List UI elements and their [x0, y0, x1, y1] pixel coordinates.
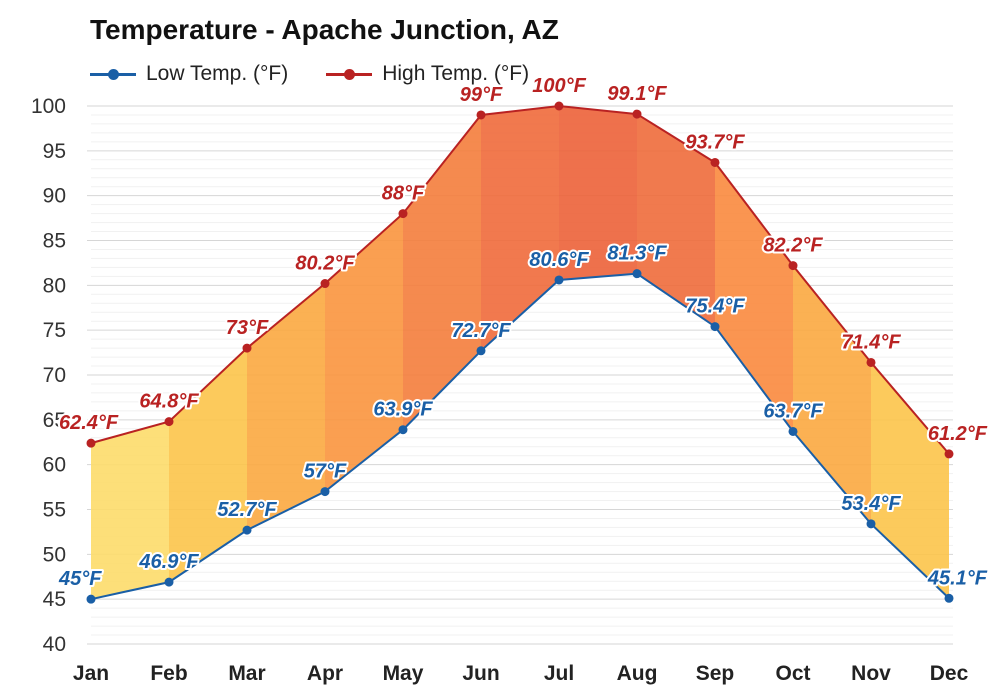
low-temp-label: 63.9°F	[373, 399, 433, 421]
legend-swatch-high	[326, 68, 373, 80]
legend-item-low[interactable]: Low Temp. (°F)	[90, 62, 288, 86]
x-tick-label: Jul	[544, 662, 574, 685]
y-tick-label: 85	[43, 230, 66, 253]
low-temp-label: 46.9°F	[138, 551, 199, 573]
low-temp-point	[632, 269, 642, 279]
high-temp-label: 61.2°F	[928, 423, 988, 445]
band-segment	[559, 106, 637, 280]
y-tick-label: 50	[43, 543, 66, 566]
high-temp-label: 62.4°F	[59, 412, 119, 434]
legend: Low Temp. (°F) High Temp. (°F)	[90, 60, 529, 88]
high-temp-label: 71.4°F	[841, 331, 901, 353]
low-temp-point	[320, 487, 330, 497]
high-temp-label: 99°F	[460, 84, 503, 106]
low-temp-label: 53.4°F	[841, 493, 901, 515]
high-temp-point	[398, 209, 408, 219]
high-temp-point	[164, 417, 174, 427]
high-temp-label: 73°F	[226, 317, 269, 339]
y-tick-label: 55	[43, 499, 66, 522]
low-temp-point	[554, 275, 564, 285]
high-temp-point	[944, 449, 954, 459]
low-temp-label: 63.7°F	[763, 400, 823, 422]
high-temp-point	[476, 110, 486, 120]
low-temp-point	[476, 346, 486, 356]
low-temp-label: 45.1°F	[927, 567, 988, 589]
band-segment	[91, 421, 169, 600]
high-temp-label: 64.8°F	[139, 391, 199, 413]
x-tick-label: Jun	[462, 662, 499, 685]
high-temp-label: 99.1°F	[607, 83, 667, 105]
low-temp-point	[866, 519, 876, 529]
high-temp-point	[788, 261, 798, 271]
band-segment	[169, 348, 247, 583]
y-tick-label: 70	[43, 364, 66, 387]
x-tick-label: Oct	[775, 662, 810, 685]
band-segment	[793, 265, 871, 524]
high-temp-point	[554, 101, 564, 111]
band-segment	[637, 114, 715, 327]
high-temp-point	[86, 438, 96, 448]
y-tick-label: 75	[43, 319, 66, 342]
y-tick-label: 60	[43, 454, 66, 477]
low-temp-line	[90, 272, 950, 601]
x-tick-label: Mar	[228, 662, 265, 685]
legend-swatch-low	[90, 68, 136, 80]
high-temp-point	[632, 109, 642, 119]
low-temp-point	[164, 577, 174, 587]
low-temp-point	[86, 594, 96, 604]
legend-label-high: High Temp. (°F)	[382, 62, 530, 85]
band-segment	[403, 114, 481, 430]
band-segment	[481, 106, 559, 351]
high-temp-point	[866, 357, 876, 367]
low-temp-point	[944, 593, 954, 603]
low-temp-label: 45°F	[58, 568, 102, 590]
legend-label-low: Low Temp. (°F)	[146, 62, 289, 85]
legend-dot-high	[344, 68, 356, 80]
x-tick-label: Sep	[696, 662, 735, 685]
low-temp-label: 72.7°F	[451, 320, 511, 342]
high-temp-label: 93.7°F	[685, 131, 745, 153]
low-temp-label: 57°F	[304, 461, 347, 483]
chart-title: Temperature - Apache Junction, AZ	[90, 14, 559, 45]
low-temp-point	[242, 525, 252, 535]
x-tick-label: Nov	[851, 662, 891, 685]
low-temp-label: 52.7°F	[217, 499, 277, 521]
high-temp-point	[710, 157, 720, 167]
x-tick-label: Dec	[930, 662, 969, 685]
band-segment	[871, 362, 949, 599]
y-tick-label: 95	[43, 140, 66, 163]
high-temp-line	[90, 104, 950, 455]
high-temp-point	[320, 279, 330, 289]
x-tick-label: Apr	[307, 662, 343, 685]
y-tick-label: 40	[43, 633, 66, 656]
band-segment	[325, 213, 403, 492]
high-temp-label: 88°F	[382, 183, 425, 205]
x-tick-label: Feb	[150, 662, 187, 685]
legend-dot-low	[108, 68, 119, 80]
y-tick-label: 90	[43, 185, 66, 208]
low-temp-label: 75.4°F	[685, 296, 745, 318]
y-tick-label: 45	[43, 588, 66, 611]
high-temp-label: 80.2°F	[295, 253, 355, 275]
y-tick-label: 100	[31, 95, 66, 118]
legend-item-high[interactable]: High Temp. (°F)	[326, 62, 529, 86]
low-temp-label: 81.3°F	[607, 243, 667, 265]
x-tick-label: Jan	[73, 662, 109, 685]
low-temp-point	[398, 425, 408, 435]
y-tick-label: 80	[43, 274, 66, 297]
low-temp-point	[710, 322, 720, 332]
y-tick-label: 65	[43, 409, 66, 432]
high-temp-point	[242, 343, 252, 353]
x-tick-label: Aug	[617, 662, 658, 685]
band-segment	[247, 283, 325, 531]
x-tick-label: May	[383, 662, 424, 685]
low-temp-point	[788, 426, 798, 436]
low-temp-label: 80.6°F	[529, 249, 589, 271]
high-temp-label: 82.2°F	[763, 235, 823, 257]
high-temp-label: 100°F	[532, 75, 586, 97]
band-segment	[715, 162, 793, 432]
